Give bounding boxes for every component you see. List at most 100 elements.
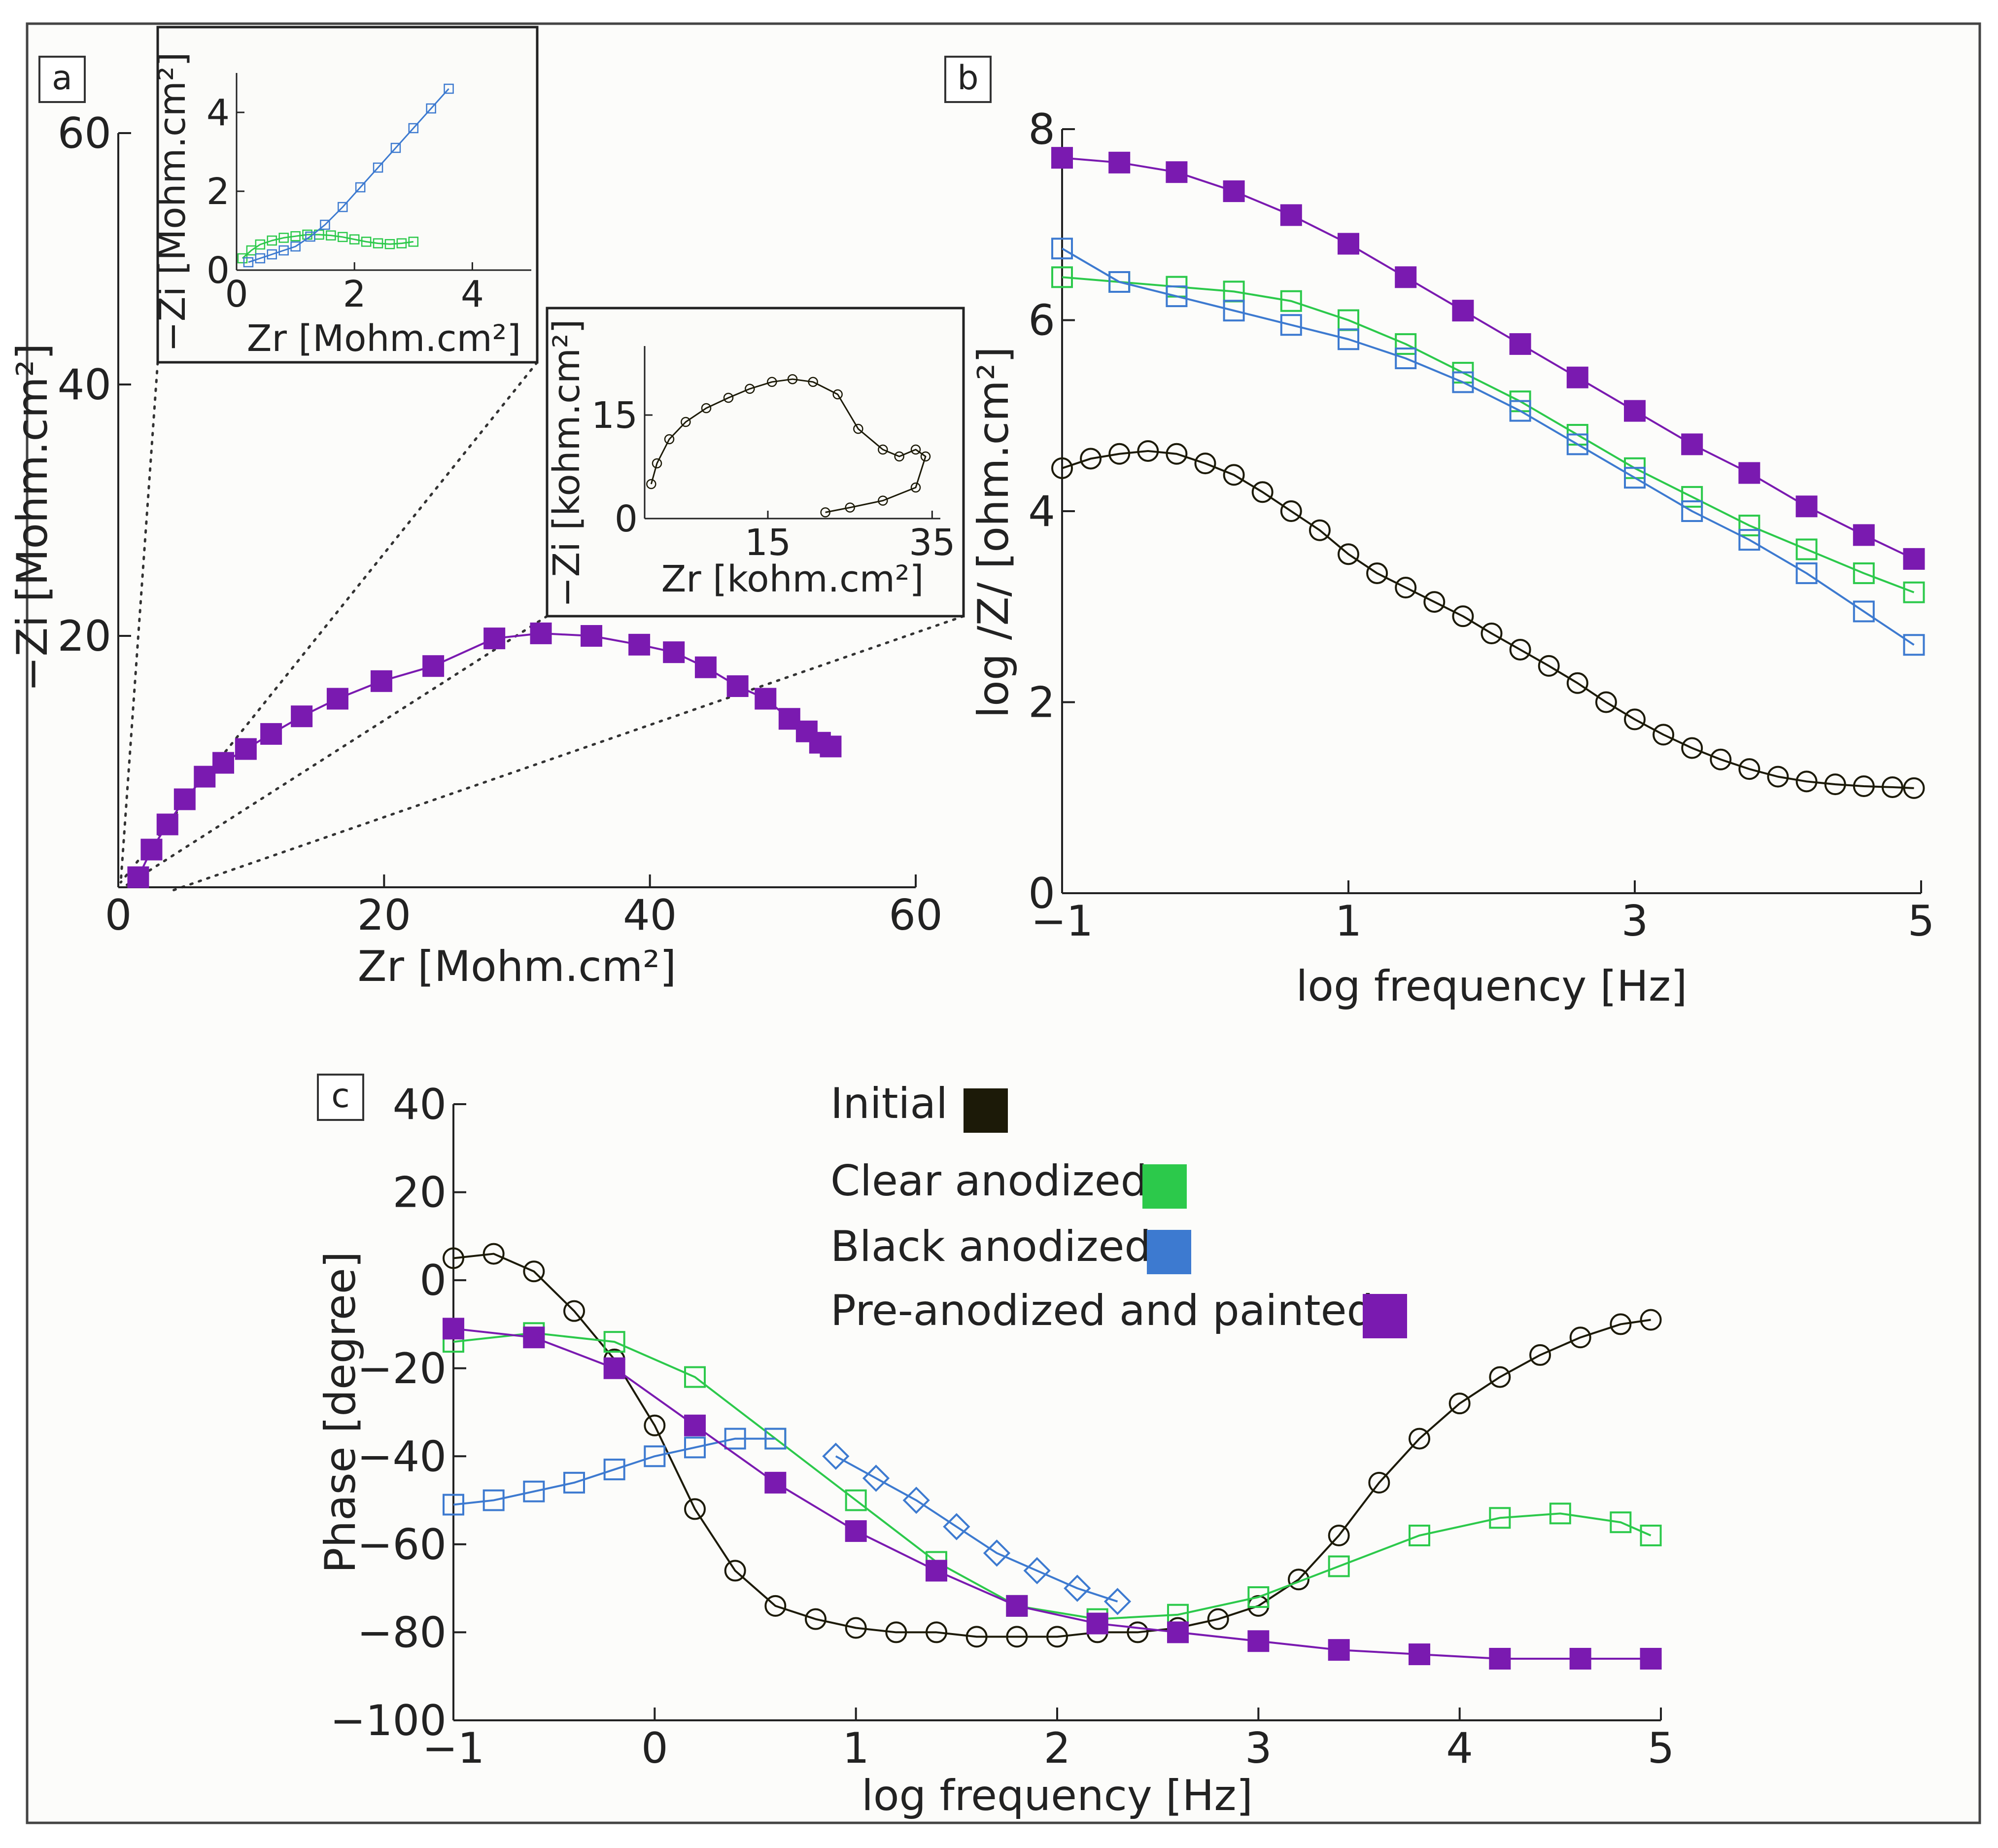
data-point-initial [910, 444, 921, 455]
data-point-initial [1569, 1326, 1591, 1349]
data-point-initial [701, 403, 712, 414]
data-point-initial [745, 384, 755, 394]
x-tick-label: −1 [422, 1724, 485, 1773]
data-point-initial [563, 1300, 585, 1322]
data-point-black-anodized [305, 231, 315, 242]
data-point-initial [820, 507, 830, 518]
data-point-black-anodized [1566, 433, 1588, 455]
panel-label-b-text: b [957, 59, 978, 98]
data-point-pre-anodized-and-painted [1051, 147, 1073, 169]
data-point-clear-anodized [267, 235, 277, 246]
data-point-pre-anodized-and-painted [1903, 548, 1925, 570]
series-pre-anodized-and-painted-filled-square [443, 1318, 1662, 1670]
data-point-black-anodized [278, 245, 289, 256]
data-point-pre-anodized-and-painted [1681, 433, 1703, 455]
data-point-initial [1853, 775, 1875, 797]
data-point-pre-anodized-and-painted [523, 1326, 545, 1349]
legend-swatch-painted [1363, 1294, 1407, 1338]
x-tick-label: 3 [1621, 897, 1649, 946]
x-tick-label: 4 [461, 273, 484, 315]
data-point-black-anodized [1452, 371, 1474, 393]
legend-label-black-anodized: Black anodized [830, 1222, 1151, 1271]
data-point-black-anodized [1103, 1588, 1132, 1615]
y-tick-label: 0 [615, 498, 638, 540]
data-point-pre-anodized-and-painted [1795, 495, 1818, 518]
y-axis-label: −Zi [Mohm.cm²] [151, 52, 194, 352]
legend-swatch-clear-anodized [1142, 1164, 1187, 1209]
data-point-initial [1366, 562, 1388, 584]
data-point-pre-anodized-and-painted [1108, 151, 1131, 174]
series-line-initial [453, 1253, 1651, 1638]
data-point-initial [523, 1260, 545, 1283]
data-point-black-anodized [1853, 600, 1875, 623]
data-point-initial [920, 451, 931, 462]
series-initial-open-circle [646, 374, 931, 518]
data-point-initial [894, 451, 904, 462]
data-point-pre-anodized-and-painted [156, 813, 178, 836]
data-point-black-anodized [482, 1489, 505, 1511]
data-point-pre-anodized-and-painted [1853, 524, 1875, 546]
data-point-initial [1452, 605, 1474, 628]
data-point-black-anodized [1108, 271, 1131, 293]
data-point-black-anodized [983, 1539, 1011, 1567]
x-axis-label: Zr [Mohm.cm²] [247, 317, 521, 360]
data-point-pre-anodized-and-painted [1624, 400, 1646, 422]
chart-c-bode-phase: −1 0 1 2 3 4 5 −100 −80 −60 −40 −20 0 20 40 log frequen… [316, 1080, 1674, 1820]
x-tick-label: 5 [1648, 1724, 1675, 1773]
data-point-initial [1903, 777, 1925, 799]
data-point-clear-anodized [1549, 1502, 1571, 1525]
data-point-pre-anodized-and-painted [530, 622, 552, 644]
data-point-clear-anodized [255, 239, 266, 250]
data-point-clear-anodized [1681, 486, 1703, 508]
data-point-pre-anodized-and-painted [260, 723, 282, 745]
data-point-pre-anodized-and-painted [694, 656, 717, 678]
data-point-initial [1251, 481, 1274, 503]
data-point-pre-anodized-and-painted [764, 1471, 787, 1494]
x-tick-label: 60 [889, 891, 942, 940]
y-tick-label: 0 [419, 1256, 447, 1305]
data-point-black-anodized [255, 253, 266, 264]
data-point-initial [787, 374, 798, 384]
x-axis-label: log frequency [Hz] [861, 1771, 1253, 1820]
chart-b-bode-modulus: −1 1 3 5 0 2 4 6 8 log frequency [Hz] log /Z/ [ohm… [969, 105, 1934, 1011]
series-line-clear-anodized [1062, 276, 1915, 593]
data-point-black-anodized [243, 257, 254, 268]
data-point-initial [845, 502, 855, 513]
data-point-pre-anodized-and-painted [603, 1357, 625, 1379]
data-point-black-anodized [943, 1513, 970, 1540]
zoom-guide-lines [119, 361, 965, 894]
data-point-initial [1108, 443, 1131, 465]
data-point-pre-anodized-and-painted [755, 688, 777, 710]
data-point-initial [1681, 737, 1703, 759]
data-point-initial [1624, 708, 1646, 731]
data-point-clear-anodized [1409, 1525, 1430, 1546]
data-point-pre-anodized-and-painted [628, 633, 651, 656]
data-point-pre-anodized-and-painted [1569, 1648, 1591, 1670]
y-tick-label: −60 [357, 1520, 447, 1569]
data-point-initial [1166, 443, 1188, 465]
x-tick-label: 4 [1446, 1724, 1473, 1773]
x-tick-label: −1 [1031, 897, 1094, 946]
series-line-black-anodized [1061, 247, 1915, 646]
data-point-black-anodized [1509, 400, 1531, 422]
data-point-clear-anodized [1903, 581, 1925, 603]
data-point-clear-anodized [349, 234, 360, 244]
data-point-clear-anodized [246, 245, 257, 256]
data-point-pre-anodized-and-painted [1489, 1648, 1511, 1670]
data-point-clear-anodized [1280, 290, 1302, 312]
inset-kohm-box [546, 307, 965, 618]
data-point-initial [1006, 1626, 1028, 1648]
x-axis-label: Zr [kohm.cm²] [661, 558, 924, 600]
data-point-pre-anodized-and-painted [140, 838, 163, 861]
data-point-initial [1368, 1471, 1390, 1494]
y-tick-label: 2 [207, 171, 230, 213]
data-point-black-anodized [1681, 500, 1703, 522]
data-point-initial [1653, 724, 1675, 746]
data-point-initial [910, 482, 921, 493]
data-point-initial [878, 495, 888, 506]
series-line-black-anodized [453, 1437, 776, 1506]
data-point-black-anodized [1624, 467, 1646, 489]
y-axis-label: log /Z/ [ohm.cm²] [969, 347, 1018, 718]
data-point-initial [1795, 770, 1818, 793]
